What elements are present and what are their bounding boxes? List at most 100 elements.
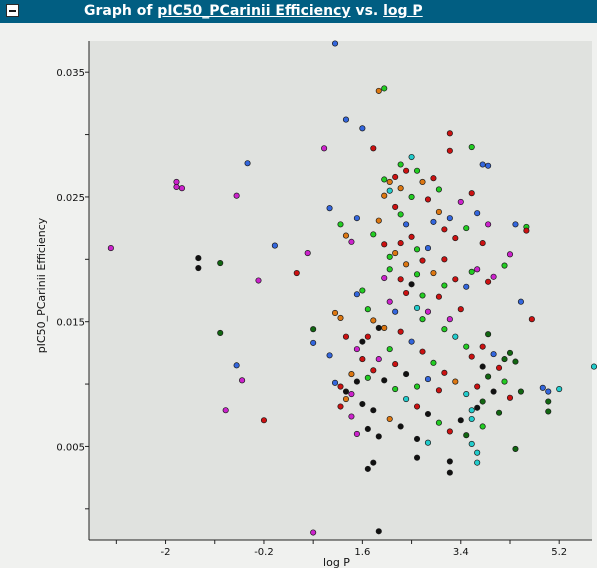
data-point[interactable]	[364, 425, 371, 433]
data-point[interactable]	[408, 338, 415, 345]
data-point[interactable]	[479, 423, 486, 430]
data-point[interactable]	[435, 293, 442, 300]
data-point[interactable]	[435, 387, 442, 394]
data-point[interactable]	[408, 233, 415, 240]
data-point[interactable]	[107, 245, 114, 252]
data-point[interactable]	[331, 309, 339, 317]
data-point[interactable]	[348, 371, 355, 378]
data-point[interactable]	[353, 346, 360, 353]
data-point[interactable]	[435, 419, 442, 426]
data-point[interactable]	[331, 40, 339, 47]
data-point[interactable]	[479, 398, 486, 405]
data-point[interactable]	[381, 377, 388, 384]
data-point[interactable]	[222, 407, 229, 414]
data-point[interactable]	[424, 439, 432, 446]
data-point[interactable]	[446, 147, 453, 154]
data-point[interactable]	[408, 193, 415, 200]
data-point[interactable]	[501, 262, 508, 269]
data-point[interactable]	[468, 190, 475, 197]
data-point[interactable]	[441, 226, 448, 233]
data-point[interactable]	[375, 356, 382, 363]
data-point[interactable]	[424, 245, 432, 252]
data-point[interactable]	[474, 266, 481, 273]
data-point[interactable]	[342, 116, 350, 123]
data-point[interactable]	[260, 417, 268, 424]
data-point[interactable]	[413, 304, 421, 312]
data-point[interactable]	[496, 409, 503, 416]
data-point[interactable]	[364, 374, 371, 381]
data-point[interactable]	[392, 173, 399, 181]
data-point[interactable]	[397, 328, 404, 335]
data-point[interactable]	[468, 440, 475, 447]
data-point[interactable]	[512, 221, 519, 228]
data-point[interactable]	[446, 469, 453, 476]
data-point[interactable]	[441, 369, 448, 376]
data-point[interactable]	[413, 403, 421, 410]
data-point[interactable]	[446, 130, 453, 137]
data-point[interactable]	[293, 269, 300, 277]
data-point[interactable]	[506, 349, 514, 356]
data-point[interactable]	[512, 445, 519, 452]
data-point[interactable]	[342, 333, 350, 340]
data-point[interactable]	[381, 176, 388, 183]
data-point[interactable]	[381, 85, 388, 92]
data-point[interactable]	[397, 185, 404, 192]
data-point[interactable]	[217, 260, 224, 267]
data-point[interactable]	[386, 266, 393, 273]
data-point[interactable]	[348, 238, 355, 245]
data-point[interactable]	[397, 211, 404, 218]
data-point[interactable]	[441, 256, 448, 263]
data-point[interactable]	[479, 161, 486, 168]
data-point[interactable]	[490, 273, 497, 280]
data-point[interactable]	[457, 417, 464, 424]
data-point[interactable]	[430, 269, 437, 277]
data-point[interactable]	[173, 178, 180, 186]
data-point[interactable]	[468, 143, 475, 151]
data-point[interactable]	[364, 306, 371, 313]
data-point[interactable]	[408, 281, 415, 288]
data-point[interactable]	[463, 225, 470, 232]
data-point[interactable]	[353, 430, 360, 438]
data-point[interactable]	[446, 215, 453, 222]
data-point[interactable]	[413, 435, 421, 443]
data-point[interactable]	[370, 367, 377, 374]
data-point[interactable]	[506, 394, 514, 401]
data-point[interactable]	[419, 178, 426, 186]
data-point[interactable]	[381, 324, 388, 331]
data-point[interactable]	[517, 388, 524, 395]
data-point[interactable]	[359, 125, 366, 132]
data-point[interactable]	[490, 351, 497, 358]
data-point[interactable]	[446, 428, 453, 435]
data-point[interactable]	[474, 459, 481, 466]
data-point[interactable]	[424, 376, 432, 383]
data-point[interactable]	[381, 274, 388, 282]
data-point[interactable]	[424, 410, 432, 418]
data-point[interactable]	[545, 408, 552, 415]
data-point[interactable]	[413, 167, 421, 174]
data-point[interactable]	[364, 465, 371, 472]
data-point[interactable]	[490, 388, 497, 395]
data-point[interactable]	[517, 298, 524, 305]
data-point[interactable]	[468, 353, 475, 360]
data-point[interactable]	[413, 271, 421, 278]
data-point[interactable]	[375, 528, 382, 535]
data-point[interactable]	[457, 198, 464, 205]
data-point[interactable]	[424, 308, 432, 315]
data-point[interactable]	[337, 383, 344, 390]
data-point[interactable]	[413, 454, 421, 461]
data-point[interactable]	[359, 356, 366, 363]
data-point[interactable]	[479, 343, 486, 350]
data-point[interactable]	[468, 407, 475, 414]
data-point[interactable]	[408, 153, 415, 161]
data-point[interactable]	[331, 379, 339, 386]
data-point[interactable]	[370, 407, 377, 414]
data-point[interactable]	[310, 339, 317, 346]
data-point[interactable]	[392, 203, 399, 210]
data-point[interactable]	[178, 185, 185, 192]
data-point[interactable]	[337, 403, 344, 410]
data-point[interactable]	[590, 363, 597, 370]
data-point[interactable]	[403, 221, 410, 228]
data-point[interactable]	[397, 161, 404, 168]
data-point[interactable]	[348, 390, 355, 398]
data-point[interactable]	[474, 449, 481, 456]
